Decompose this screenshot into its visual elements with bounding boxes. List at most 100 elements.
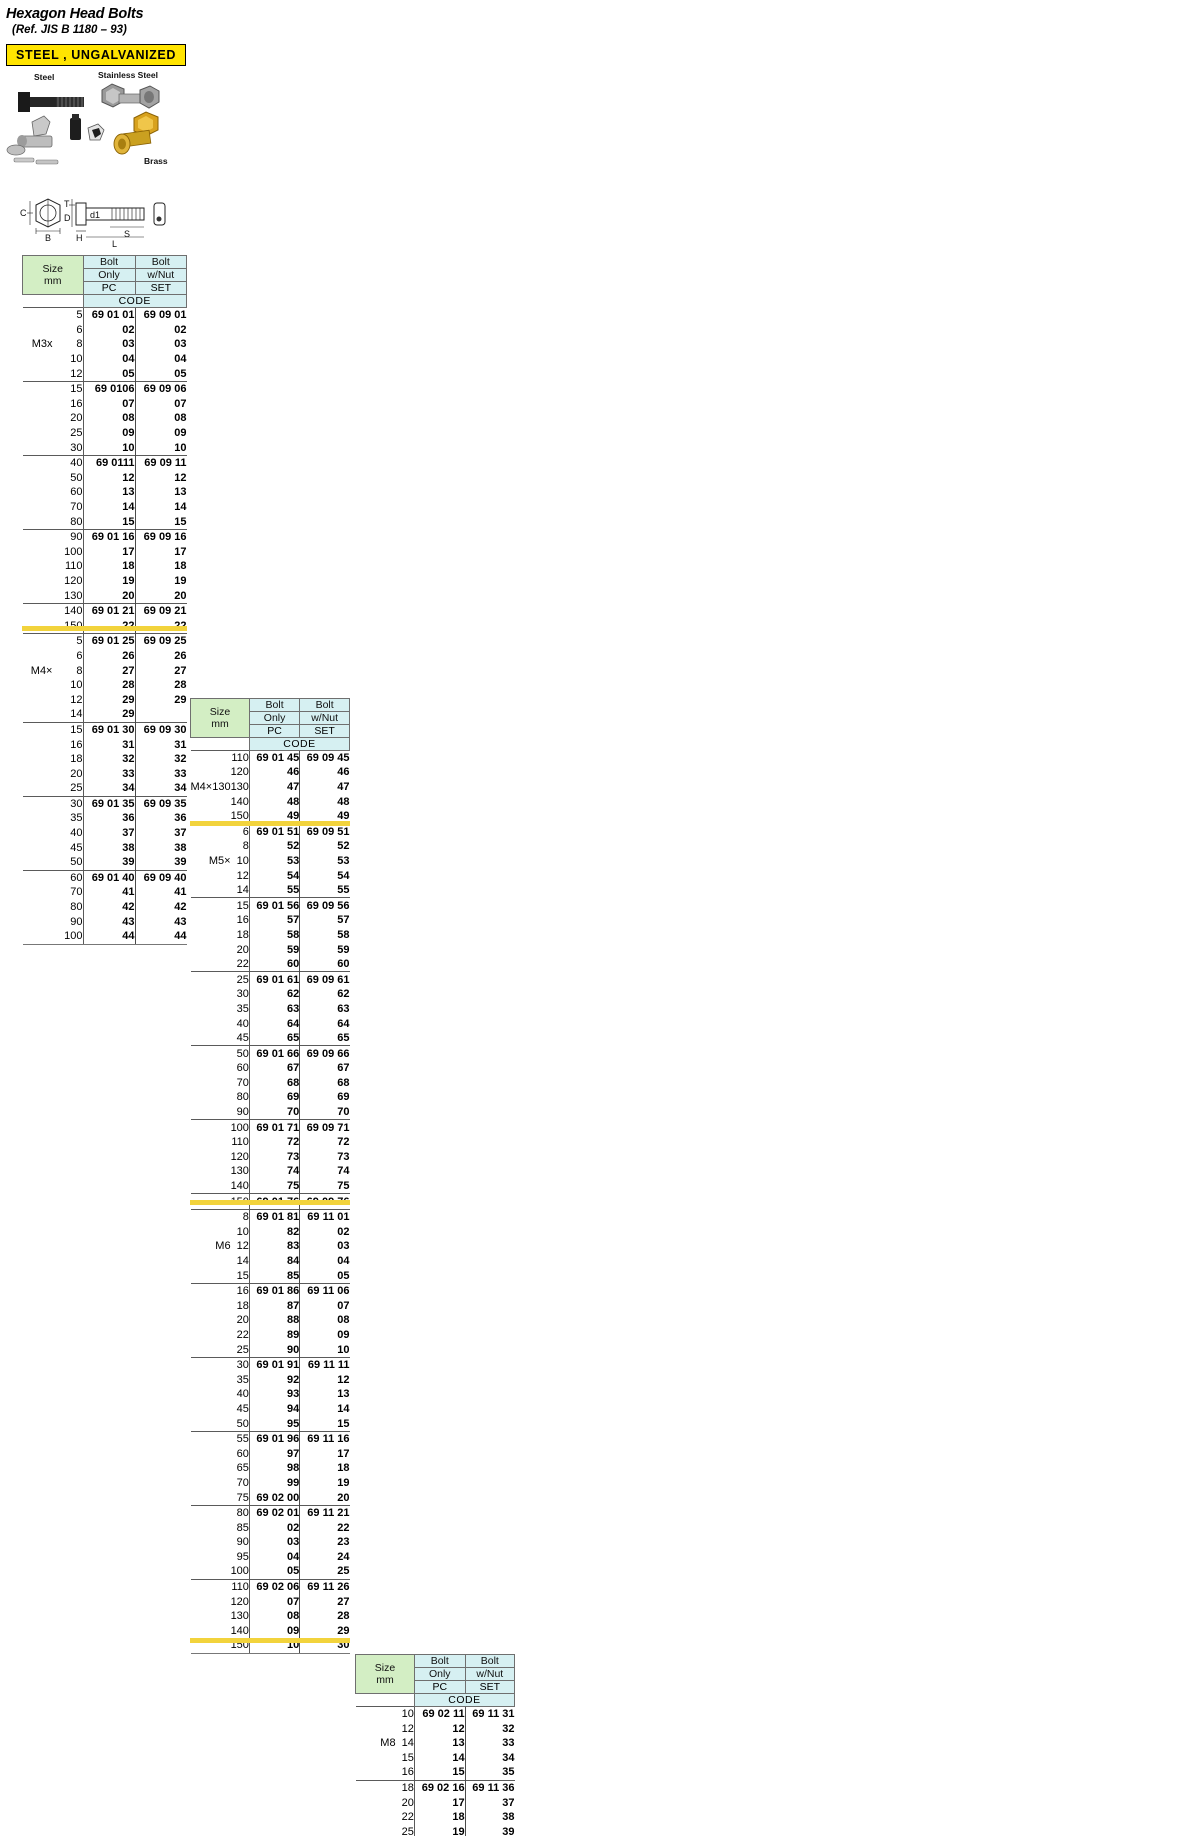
- code-bolt-only[interactable]: 67: [249, 1061, 299, 1076]
- code-bolt-only[interactable]: 85: [249, 1268, 299, 1283]
- code-bolt-with-nut[interactable]: 69 09 35: [135, 796, 186, 811]
- code-bolt-with-nut[interactable]: 08: [135, 411, 186, 426]
- code-bolt-only[interactable]: 36: [83, 811, 135, 826]
- code-bolt-only[interactable]: 69 02 01: [249, 1505, 299, 1520]
- code-bolt-with-nut[interactable]: 43: [135, 914, 186, 929]
- code-bolt-only[interactable]: 29: [83, 692, 135, 707]
- code-bolt-only[interactable]: 15: [414, 1765, 465, 1780]
- code-bolt-with-nut[interactable]: 69 09 71: [300, 1120, 350, 1135]
- code-bolt-only[interactable]: 20: [83, 588, 135, 603]
- code-bolt-with-nut[interactable]: 69: [300, 1090, 350, 1105]
- code-bolt-with-nut[interactable]: 37: [465, 1795, 514, 1810]
- code-bolt-only[interactable]: 10: [83, 440, 135, 455]
- code-bolt-only[interactable]: 33: [83, 766, 135, 781]
- code-bolt-only[interactable]: 70: [249, 1105, 299, 1120]
- code-bolt-only[interactable]: 12: [83, 471, 135, 486]
- code-bolt-with-nut[interactable]: 69 09 21: [135, 603, 186, 618]
- code-bolt-only[interactable]: 89: [249, 1328, 299, 1343]
- code-bolt-only[interactable]: 98: [249, 1461, 299, 1476]
- code-bolt-with-nut[interactable]: 54: [300, 868, 350, 883]
- code-bolt-with-nut[interactable]: 69 09 61: [300, 972, 350, 987]
- code-bolt-with-nut[interactable]: 41: [135, 885, 186, 900]
- code-bolt-with-nut[interactable]: 13: [300, 1387, 350, 1402]
- code-bolt-with-nut[interactable]: 39: [135, 855, 186, 870]
- code-bolt-with-nut[interactable]: 69 09 45: [300, 750, 350, 765]
- code-bolt-with-nut[interactable]: 69 11 11: [300, 1357, 350, 1372]
- code-bolt-only[interactable]: 28: [83, 678, 135, 693]
- code-bolt-only[interactable]: 69 01 01: [83, 308, 135, 323]
- code-bolt-with-nut[interactable]: 20: [300, 1490, 350, 1505]
- code-bolt-only[interactable]: 02: [83, 323, 135, 338]
- code-bolt-only[interactable]: 27: [83, 663, 135, 678]
- code-bolt-with-nut[interactable]: 05: [135, 366, 186, 381]
- code-bolt-only[interactable]: 68: [249, 1076, 299, 1091]
- code-bolt-only[interactable]: 65: [249, 1031, 299, 1046]
- code-bolt-with-nut[interactable]: 69 09 51: [300, 824, 350, 839]
- code-bolt-only[interactable]: 95: [249, 1416, 299, 1431]
- code-bolt-with-nut[interactable]: 69 11 16: [300, 1431, 350, 1446]
- code-bolt-with-nut[interactable]: 69 11 31: [465, 1706, 514, 1721]
- code-bolt-only[interactable]: 74: [249, 1164, 299, 1179]
- code-bolt-only[interactable]: 69 02 16: [414, 1780, 465, 1795]
- code-bolt-with-nut[interactable]: 48: [300, 794, 350, 809]
- code-bolt-only[interactable]: 52: [249, 839, 299, 854]
- code-bolt-only[interactable]: 69: [249, 1090, 299, 1105]
- code-bolt-only[interactable]: 88: [249, 1313, 299, 1328]
- code-bolt-with-nut[interactable]: 69 11 06: [300, 1283, 350, 1298]
- code-bolt-only[interactable]: 83: [249, 1239, 299, 1254]
- code-bolt-with-nut[interactable]: 02: [135, 323, 186, 338]
- code-bolt-only[interactable]: 57: [249, 913, 299, 928]
- code-bolt-with-nut[interactable]: 26: [135, 649, 186, 664]
- code-bolt-only[interactable]: 43: [83, 914, 135, 929]
- code-bolt-only[interactable]: 82: [249, 1225, 299, 1240]
- code-bolt-with-nut[interactable]: 73: [300, 1150, 350, 1165]
- code-bolt-with-nut[interactable]: 32: [465, 1721, 514, 1736]
- code-bolt-only[interactable]: 32: [83, 752, 135, 767]
- code-bolt-with-nut[interactable]: 32: [135, 752, 186, 767]
- code-bolt-only[interactable]: 19: [83, 574, 135, 589]
- code-bolt-with-nut[interactable]: 37: [135, 826, 186, 841]
- code-bolt-with-nut[interactable]: 69 09 56: [300, 898, 350, 913]
- code-bolt-with-nut[interactable]: 53: [300, 854, 350, 869]
- code-bolt-with-nut[interactable]: 34: [135, 781, 186, 796]
- code-bolt-with-nut[interactable]: 52: [300, 839, 350, 854]
- code-bolt-with-nut[interactable]: 74: [300, 1164, 350, 1179]
- code-bolt-only[interactable]: 69 01 16: [83, 529, 135, 544]
- code-bolt-with-nut[interactable]: 34: [465, 1751, 514, 1766]
- code-bolt-only[interactable]: 17: [83, 545, 135, 560]
- code-bolt-only[interactable]: 87: [249, 1299, 299, 1314]
- code-bolt-only[interactable]: 69 0106: [83, 381, 135, 396]
